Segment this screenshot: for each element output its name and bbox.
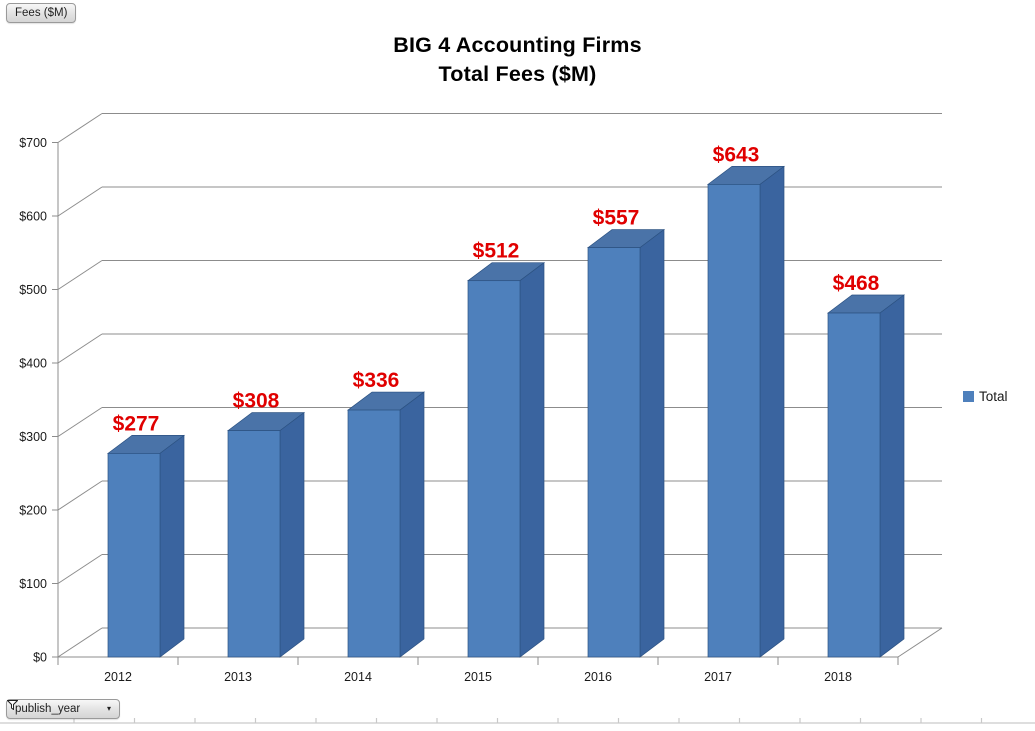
bar-front-face <box>467 280 521 658</box>
field-filter-controls[interactable]: ▾ <box>7 700 111 713</box>
bar-front-face <box>107 453 161 658</box>
gridline-depth-connector <box>57 480 103 511</box>
chart-title-line1: BIG 4 Accounting Firms <box>393 33 642 57</box>
chart-title: BIG 4 Accounting Firms Total Fees ($M) <box>0 31 1035 89</box>
gridline-depth-connector <box>57 554 103 584</box>
bar-2015[interactable] <box>466 261 546 658</box>
legend-label: Total <box>979 389 1008 404</box>
legend-swatch-icon <box>963 391 974 402</box>
y-axis-label: $200 <box>19 504 47 518</box>
bar-side-face <box>279 411 305 658</box>
gridline-depth-connector <box>57 407 103 437</box>
bar-data-label: $277 <box>113 412 160 435</box>
x-axis-label: 2012 <box>104 670 132 684</box>
y-axis-label: $400 <box>19 357 47 371</box>
bar-data-label: $468 <box>833 272 880 295</box>
bar-data-label: $643 <box>713 143 760 166</box>
legend[interactable]: Total <box>963 389 1008 404</box>
x-axis-label: 2018 <box>824 670 852 684</box>
x-axis-label: 2015 <box>464 670 492 684</box>
gridline-depth-connector <box>57 186 103 217</box>
bar-front-face <box>707 184 761 658</box>
x-axis-label: 2016 <box>584 670 612 684</box>
x-axis-label: 2017 <box>704 670 732 684</box>
fees-field-button[interactable]: Fees ($M) <box>6 3 77 23</box>
bar-2012[interactable] <box>106 434 186 658</box>
y-axis-label: $300 <box>19 430 47 444</box>
bar-data-label: $336 <box>353 369 400 392</box>
gridline-depth-connector <box>57 113 103 143</box>
bar-front-face <box>587 247 641 658</box>
x-axis-label: 2014 <box>344 670 372 684</box>
gridline-depth-connector <box>57 260 103 290</box>
bar-2014[interactable] <box>346 391 426 658</box>
y-axis-label: $700 <box>19 136 47 150</box>
bar-front-face <box>227 430 281 658</box>
bar-side-face <box>519 261 545 658</box>
publish-year-field-label: publish_year <box>15 703 81 715</box>
bar-front-face <box>347 409 401 658</box>
y-axis-label: $500 <box>19 283 47 297</box>
bar-side-face <box>879 294 905 658</box>
bar-2016[interactable] <box>586 228 666 658</box>
floor-right-edge <box>897 627 943 658</box>
bar-side-face <box>639 228 665 658</box>
bar-side-face <box>399 391 425 658</box>
bar-2018[interactable] <box>826 294 906 658</box>
bar-data-label: $512 <box>473 240 520 263</box>
bar-2013[interactable] <box>226 411 306 658</box>
bar-2017[interactable] <box>706 165 786 658</box>
y-axis-label: $0 <box>33 651 47 665</box>
publish-year-field-button[interactable]: publish_year ▾ <box>6 699 120 719</box>
fees-field-label: Fees ($M) <box>15 7 68 19</box>
gridline-depth-connector <box>57 333 103 364</box>
bar-front-face <box>827 312 881 658</box>
dropdown-arrow-icon: ▾ <box>106 704 111 713</box>
filter-funnel-icon <box>7 700 18 710</box>
bar-data-label: $308 <box>233 390 280 413</box>
bar-side-face <box>159 434 185 658</box>
y-axis-label: $100 <box>19 577 47 591</box>
chart-title-line2: Total Fees ($M) <box>438 62 597 86</box>
bar-side-face <box>759 165 785 658</box>
bar-data-label: $557 <box>593 207 640 230</box>
y-axis-label: $600 <box>19 210 47 224</box>
x-axis-label: 2013 <box>224 670 252 684</box>
gridline-depth-connector <box>57 627 103 658</box>
